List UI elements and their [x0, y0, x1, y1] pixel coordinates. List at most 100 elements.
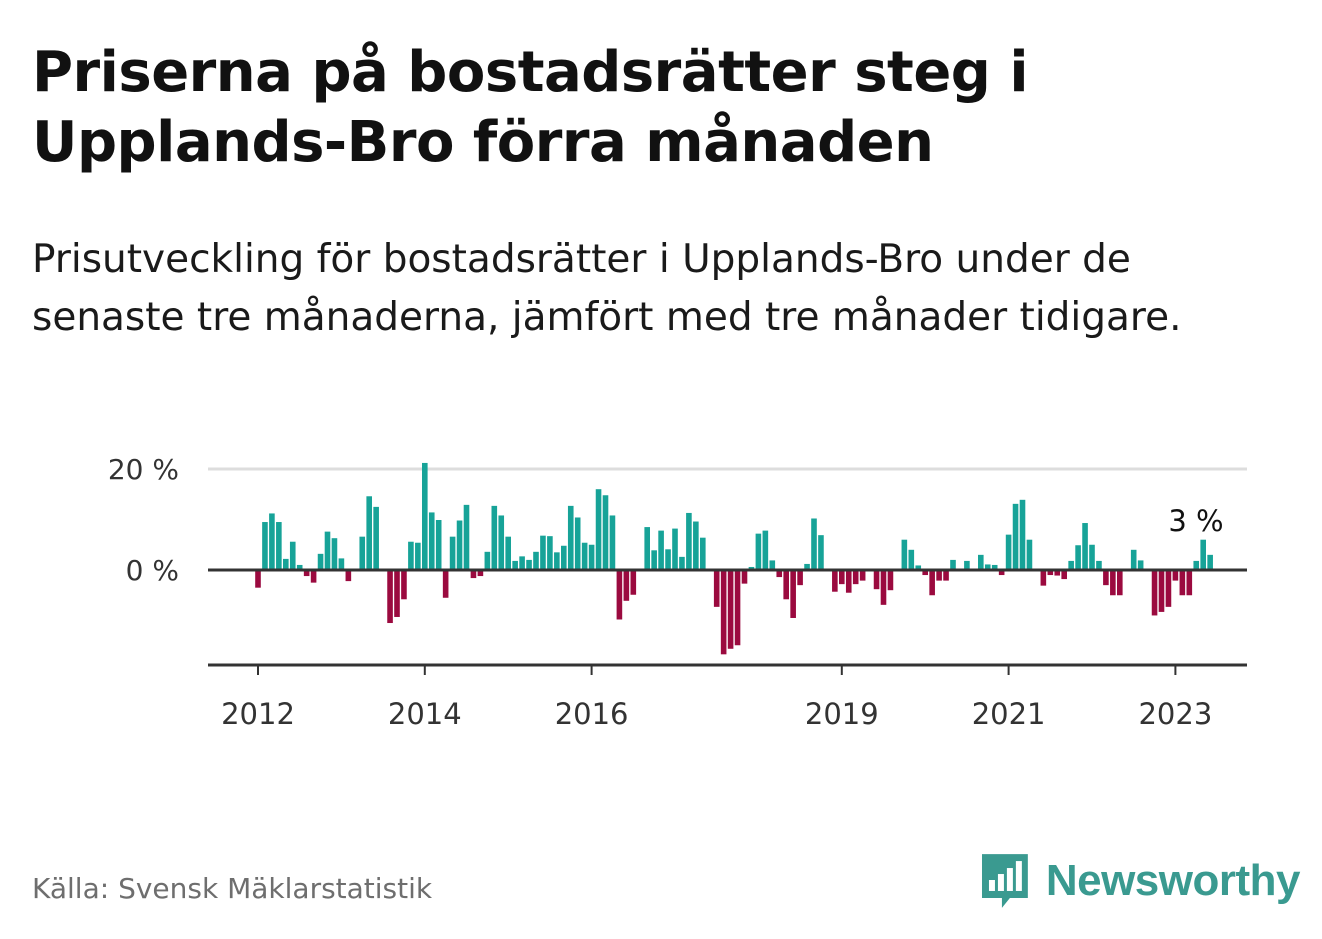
bar [595, 489, 602, 570]
bar [505, 536, 511, 570]
bar [442, 570, 449, 598]
bar [713, 570, 720, 607]
bar [1200, 539, 1206, 570]
bar [769, 560, 776, 570]
bar [1207, 554, 1213, 570]
source-note: Källa: Svensk Mäklarstatistik [32, 872, 433, 905]
bar [936, 570, 942, 581]
bar [289, 541, 296, 570]
y-tick-label: 0 % [126, 554, 179, 587]
bar [873, 570, 880, 590]
bar [727, 570, 734, 649]
bar [762, 530, 769, 570]
bar [1012, 503, 1019, 570]
bar [693, 521, 699, 570]
bar [686, 512, 692, 571]
bar [1040, 570, 1047, 586]
bar [373, 506, 379, 571]
bar [449, 536, 456, 570]
x-tick-label: 2019 [805, 697, 879, 731]
bar [1110, 570, 1116, 596]
bar [720, 570, 727, 655]
bar [943, 570, 949, 581]
bar-series [255, 462, 1213, 655]
bar [526, 559, 532, 570]
bar [477, 570, 484, 577]
brand-logo[interactable]: Newsworthy [980, 850, 1301, 912]
axes [208, 568, 1247, 667]
bar [581, 542, 588, 570]
bar [741, 570, 748, 584]
bar [915, 565, 922, 570]
bar [303, 570, 310, 577]
bar [1193, 560, 1200, 570]
last-value-label: 3 % [1168, 504, 1223, 538]
bar [679, 556, 685, 570]
bar [1026, 539, 1033, 570]
bar [1054, 570, 1061, 576]
bar [901, 539, 908, 570]
bar [366, 496, 372, 570]
bar [672, 528, 678, 570]
bar [797, 570, 803, 586]
bar [554, 552, 560, 571]
bar [561, 545, 567, 570]
y-axis-labels: 0 % 20 % [108, 453, 179, 587]
bar [588, 544, 595, 570]
bar [519, 556, 525, 570]
bar [408, 541, 414, 570]
bar [1186, 570, 1193, 596]
bar [338, 558, 345, 570]
bar [783, 570, 789, 600]
bar [463, 504, 470, 570]
bar [811, 518, 817, 570]
bar [644, 527, 650, 570]
bar [852, 570, 859, 585]
bar [456, 520, 463, 570]
bar [616, 570, 623, 620]
bar [1061, 570, 1067, 580]
bar [345, 570, 352, 582]
bar-chart: 0 % 20 % 2012 2014 2016 2019 2021 2023 3 % [108, 453, 1247, 731]
bar [359, 536, 366, 570]
bar [1075, 545, 1081, 570]
x-tick-label: 2014 [388, 697, 462, 731]
bar [1082, 523, 1088, 570]
bar [276, 522, 282, 571]
bar [1047, 570, 1054, 576]
bar [484, 551, 491, 570]
bar [567, 505, 574, 570]
bar [991, 564, 998, 570]
bar [387, 570, 393, 624]
bar [1019, 499, 1026, 570]
bar [922, 570, 928, 576]
bar [574, 517, 581, 570]
bar [950, 559, 956, 570]
bar [1089, 544, 1095, 570]
bar [317, 553, 324, 570]
bar [428, 512, 435, 570]
bar [1130, 549, 1137, 570]
bar [1103, 570, 1109, 586]
y-tick-label: 20 % [108, 453, 179, 486]
x-tick-label: 2023 [1138, 697, 1212, 731]
bar [984, 564, 991, 570]
bar [422, 462, 428, 570]
bar [1068, 560, 1074, 570]
bar [283, 558, 289, 570]
bar [630, 570, 637, 595]
bar [880, 570, 887, 605]
bar [665, 549, 671, 570]
bar [470, 570, 477, 579]
x-tick-label: 2016 [555, 697, 629, 731]
bar [1117, 570, 1123, 596]
bar [435, 520, 442, 570]
bar [1096, 560, 1102, 570]
bar [1005, 534, 1012, 570]
bar [964, 560, 970, 570]
bar [651, 550, 657, 571]
bar [929, 570, 935, 596]
bar [331, 538, 338, 570]
bar [512, 560, 518, 570]
bar [401, 570, 407, 600]
